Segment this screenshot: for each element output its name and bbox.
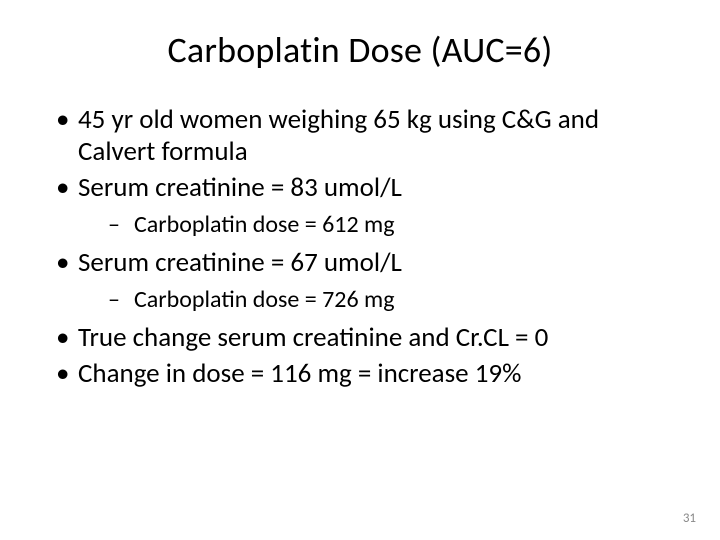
slide: Carboplatin Dose (AUC=6) 45 yr old women… bbox=[0, 0, 720, 540]
sub-bullet-text: Carboplatin dose = 612 mg bbox=[134, 210, 395, 239]
bullet-item: Serum creatinine = 83 umol/L Carboplatin… bbox=[50, 172, 670, 239]
bullet-text: Serum creatinine = 83 umol/L bbox=[78, 171, 402, 204]
bullet-text: Serum creatinine = 67 umol/L bbox=[78, 246, 402, 279]
bullet-text: True change serum creatinine and Cr.CL =… bbox=[78, 321, 548, 354]
slide-title: Carboplatin Dose (AUC=6) bbox=[50, 28, 670, 72]
bullet-text: 45 yr old women weighing 65 kg using C&G… bbox=[78, 103, 599, 168]
bullet-item: True change serum creatinine and Cr.CL =… bbox=[50, 322, 670, 354]
sub-bullet-item: Carboplatin dose = 726 mg bbox=[78, 285, 670, 314]
bullet-item: Serum creatinine = 67 umol/L Carboplatin… bbox=[50, 247, 670, 314]
bullet-item: 45 yr old women weighing 65 kg using C&G… bbox=[50, 104, 670, 168]
sub-bullet-item: Carboplatin dose = 612 mg bbox=[78, 210, 670, 239]
bullet-item: Change in dose = 116 mg = increase 19% bbox=[50, 358, 670, 390]
sub-bullet-list: Carboplatin dose = 726 mg bbox=[78, 285, 670, 314]
bullet-list: 45 yr old women weighing 65 kg using C&G… bbox=[50, 104, 670, 390]
sub-bullet-list: Carboplatin dose = 612 mg bbox=[78, 210, 670, 239]
sub-bullet-text: Carboplatin dose = 726 mg bbox=[134, 285, 395, 314]
page-number: 31 bbox=[683, 511, 696, 526]
bullet-text: Change in dose = 116 mg = increase 19% bbox=[78, 357, 521, 390]
